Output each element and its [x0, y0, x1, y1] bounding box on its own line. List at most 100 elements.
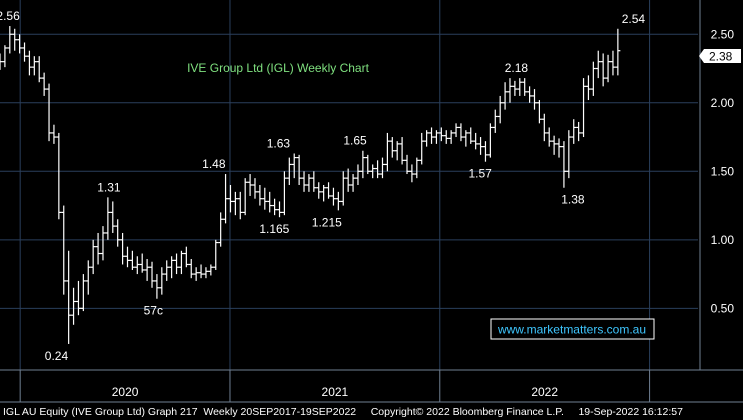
price-annotation: 2.54: [622, 12, 646, 26]
ohlc-bar: [590, 61, 596, 96]
ohlc-bar: [237, 191, 243, 220]
ohlc-bar: [463, 130, 469, 147]
ohlc-bar: [306, 174, 312, 192]
ohlc-bar: [330, 187, 336, 206]
ohlc-bar: [178, 250, 184, 275]
ohlc-bar: [203, 267, 209, 279]
ohlc-bar: [169, 256, 175, 279]
ohlc-bar: [414, 157, 420, 179]
ohlc-bar: [56, 132, 62, 220]
ohlc-bar: [551, 135, 557, 155]
ohlc-bar: [527, 86, 533, 103]
ohlc-bar: [257, 185, 263, 206]
ohlc-bar: [453, 123, 459, 138]
price-annotation: 1.65: [343, 134, 367, 148]
ohlc-bar: [482, 141, 488, 162]
ohlc-bar: [355, 164, 361, 185]
ohlc-bar: [267, 191, 273, 213]
ohlc-bar: [134, 256, 140, 275]
ohlc-bar: [522, 78, 528, 96]
ohlc-bar: [110, 201, 116, 233]
ohlc-bar: [384, 132, 390, 172]
price-annotation: 1.57: [468, 167, 492, 181]
ohlc-bar: [399, 137, 405, 165]
ohlc-bar: [595, 50, 601, 79]
ohlc-bar: [429, 127, 435, 144]
ohlc-bar: [566, 130, 572, 179]
ohlc-bar: [36, 56, 42, 83]
ohlc-bar: [213, 239, 219, 270]
price-annotation: 57c: [144, 304, 163, 318]
ohlc-bar: [183, 246, 189, 268]
ohlc-bar: [120, 232, 126, 265]
ohlc-bar: [443, 130, 449, 144]
chart-title: IVE Group Ltd (IGL) Weekly Chart: [187, 61, 370, 75]
ohlc-bar: [512, 80, 518, 96]
ohlc-bar: [90, 239, 96, 275]
y-tick-label: 2.00: [711, 96, 735, 110]
ohlc-bar: [497, 95, 503, 124]
ohlc-bar: [458, 123, 464, 142]
price-bars: [0, 26, 621, 344]
ohlc-bar: [326, 182, 332, 199]
ohlc-bar: [75, 280, 81, 316]
ohlc-bar: [223, 174, 229, 224]
ohlc-bar: [193, 267, 199, 281]
ohlc-bar: [379, 157, 385, 179]
ohlc-bar: [66, 250, 72, 344]
ohlc-bar: [291, 153, 297, 179]
y-tick-label: 2.50: [711, 27, 735, 41]
price-annotation: 1.63: [267, 136, 291, 150]
current-price-label: 2.38: [709, 50, 733, 64]
ohlc-bar: [502, 82, 508, 110]
current-price-tag: 2.38: [699, 49, 741, 64]
ohlc-bar: [232, 191, 238, 216]
ohlc-bar: [370, 164, 376, 179]
price-annotation: 1.48: [202, 157, 226, 171]
y-tick-label: 1.00: [711, 233, 735, 247]
ohlc-bar: [394, 141, 400, 161]
price-annotation: 2.56: [0, 9, 20, 23]
ohlc-bar: [517, 78, 523, 96]
ohlc-bar: [71, 287, 77, 325]
ohlc-bar: [576, 121, 582, 142]
ohlc-bar: [311, 171, 317, 192]
ohlc-bar: [46, 83, 52, 142]
ohlc-bar: [281, 171, 287, 216]
ohlc-bar: [360, 150, 366, 179]
ohlc-bar: [95, 232, 101, 265]
ohlc-bar: [487, 123, 493, 158]
ohlc-bar: [174, 253, 180, 275]
ohlc-bar: [286, 157, 292, 185]
ohlc-bar: [468, 127, 474, 144]
ohlc-bar: [61, 205, 67, 295]
ohlc-bar: [31, 56, 37, 76]
ohlc-bar: [600, 53, 606, 87]
ohlc-bar: [375, 160, 381, 179]
ohlc-bar: [41, 72, 47, 96]
ohlc-bar: [22, 42, 28, 62]
ohlc-bar: [473, 132, 479, 150]
ohlc-bar: [478, 137, 484, 155]
x-axis: 2020 2021 2022: [0, 369, 743, 402]
price-annotation: 2.18: [505, 61, 529, 75]
ohlc-bar: [159, 267, 165, 295]
x-tick-label: 2020: [112, 385, 139, 399]
ohlc-bar: [335, 191, 341, 211]
ohlc-bar: [448, 130, 454, 144]
y-tick-label: 1.50: [711, 164, 735, 178]
ohlc-bar: [12, 28, 18, 51]
ohlc-bar: [438, 127, 444, 142]
ohlc-bar: [350, 174, 356, 192]
ohlc-bar: [321, 185, 327, 202]
ohlc-bar: [571, 119, 577, 144]
ohlc-bar: [164, 260, 170, 281]
price-annotation: 1.165: [259, 222, 289, 236]
ohlc-bar: [208, 264, 214, 276]
price-annotation: 1.38: [561, 193, 585, 207]
watermark-text: www.marketmatters.com.au: [497, 323, 646, 337]
ohlc-bar: [419, 132, 425, 165]
ohlc-bar: [605, 54, 611, 83]
ohlc-bar: [139, 253, 145, 273]
